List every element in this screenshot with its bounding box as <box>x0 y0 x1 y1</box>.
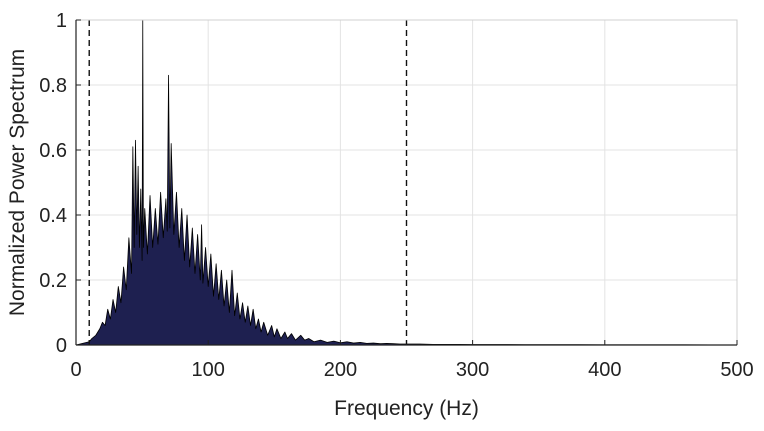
y-ticks: 0 0.2 0.4 0.6 0.8 1 <box>39 10 81 357</box>
y-tick-label: 0.6 <box>39 140 67 162</box>
y-axis-label: Normalized Power Spectrum <box>6 49 29 316</box>
y-tick-label: 0.8 <box>39 75 67 97</box>
x-ticks: 0 100 200 300 400 500 <box>70 340 754 381</box>
y-tick-label: 0.4 <box>39 205 67 227</box>
spectrum-area <box>75 19 738 346</box>
x-tick-label: 100 <box>192 359 225 381</box>
x-axis-label: Frequency (Hz) <box>334 397 479 420</box>
reference-lines <box>88 20 408 345</box>
y-tick-label: 0.2 <box>39 270 67 292</box>
y-tick-label: 1 <box>56 10 67 32</box>
axes <box>75 19 738 346</box>
x-tick-label: 500 <box>720 359 753 381</box>
x-tick-label: 300 <box>456 359 489 381</box>
x-tick-label: 400 <box>588 359 621 381</box>
y-tick-label: 0 <box>56 335 67 357</box>
x-tick-label: 0 <box>70 359 81 381</box>
spectrum-series <box>75 19 738 346</box>
x-tick-label: 200 <box>324 359 357 381</box>
